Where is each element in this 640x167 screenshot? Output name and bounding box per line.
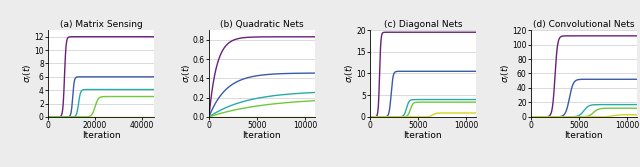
X-axis label: Iteration: Iteration (243, 131, 281, 140)
Y-axis label: $\sigma_i(t)$: $\sigma_i(t)$ (344, 64, 356, 83)
X-axis label: Iteration: Iteration (82, 131, 120, 140)
Title: (b) Quadratic Nets: (b) Quadratic Nets (220, 20, 304, 29)
Y-axis label: $\sigma_i(t)$: $\sigma_i(t)$ (22, 64, 34, 83)
X-axis label: Iteration: Iteration (564, 131, 603, 140)
X-axis label: Iteration: Iteration (404, 131, 442, 140)
Title: (c) Diagonal Nets: (c) Diagonal Nets (383, 20, 462, 29)
Y-axis label: $\sigma_i(t)$: $\sigma_i(t)$ (500, 64, 512, 83)
Title: (d) Convolutional Nets: (d) Convolutional Nets (533, 20, 635, 29)
Title: (a) Matrix Sensing: (a) Matrix Sensing (60, 20, 142, 29)
Y-axis label: $\sigma_i(t)$: $\sigma_i(t)$ (180, 64, 193, 83)
